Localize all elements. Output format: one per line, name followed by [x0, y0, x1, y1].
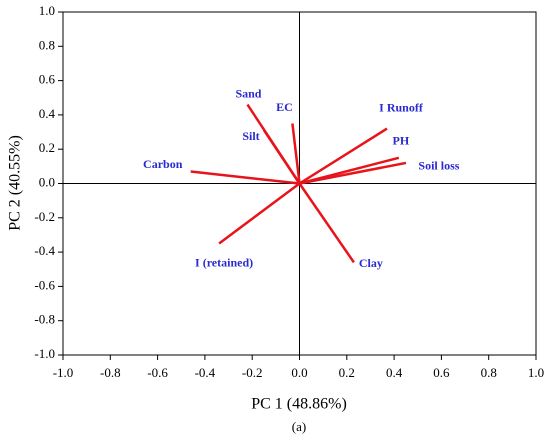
vector-label: I Runoff [379, 100, 424, 114]
y-tick-label: 0.8 [39, 37, 55, 52]
loading-vector [299, 161, 407, 185]
vector-label: Clay [359, 256, 383, 270]
x-axis-title: PC 1 (48.86%) [251, 396, 347, 413]
y-axis-title: PC 2 (40.55%) [7, 135, 24, 231]
loading-vector [291, 123, 301, 184]
x-tick-label: 0.4 [386, 365, 403, 380]
vector-label: Sand [235, 86, 261, 100]
x-tick-label: -0.6 [147, 365, 168, 380]
x-tick-label: -0.4 [195, 365, 216, 380]
loading-vector [218, 182, 301, 245]
y-tick-label: 0.6 [39, 72, 56, 87]
loading-vector [298, 127, 388, 185]
vector-label: Soil loss [418, 159, 459, 173]
x-tick-label: 0.6 [433, 365, 450, 380]
y-tick-label: 0.2 [39, 140, 55, 155]
y-tick-label: -0.6 [34, 277, 55, 292]
loading-vector [262, 129, 301, 185]
y-tick-label: -1.0 [34, 346, 55, 361]
x-tick-label: -0.2 [242, 365, 263, 380]
loading-vector [298, 182, 355, 264]
x-tick-label: 1.0 [528, 365, 544, 380]
y-tick-label: 1.0 [39, 3, 55, 18]
x-tick-label: 0.2 [339, 365, 355, 380]
y-tick-label: -0.8 [34, 312, 55, 327]
x-tick-label: -0.8 [100, 365, 121, 380]
y-tick-label: 0.0 [39, 174, 55, 189]
vector-label: PH [392, 134, 409, 148]
vector-label: I (retained) [195, 255, 253, 269]
loading-vector [190, 170, 300, 185]
vector-label: Carbon [143, 157, 183, 171]
x-tick-label: -1.0 [53, 365, 74, 380]
y-tick-label: -0.2 [34, 209, 55, 224]
vector-label: EC [276, 100, 293, 114]
x-tick-label: 0.0 [291, 365, 307, 380]
y-tick-label: 0.4 [39, 106, 56, 121]
caption: (a) [292, 419, 306, 434]
vector-label: Silt [242, 129, 259, 143]
y-tick-label: -0.4 [34, 243, 55, 258]
x-tick-label: 0.8 [481, 365, 497, 380]
